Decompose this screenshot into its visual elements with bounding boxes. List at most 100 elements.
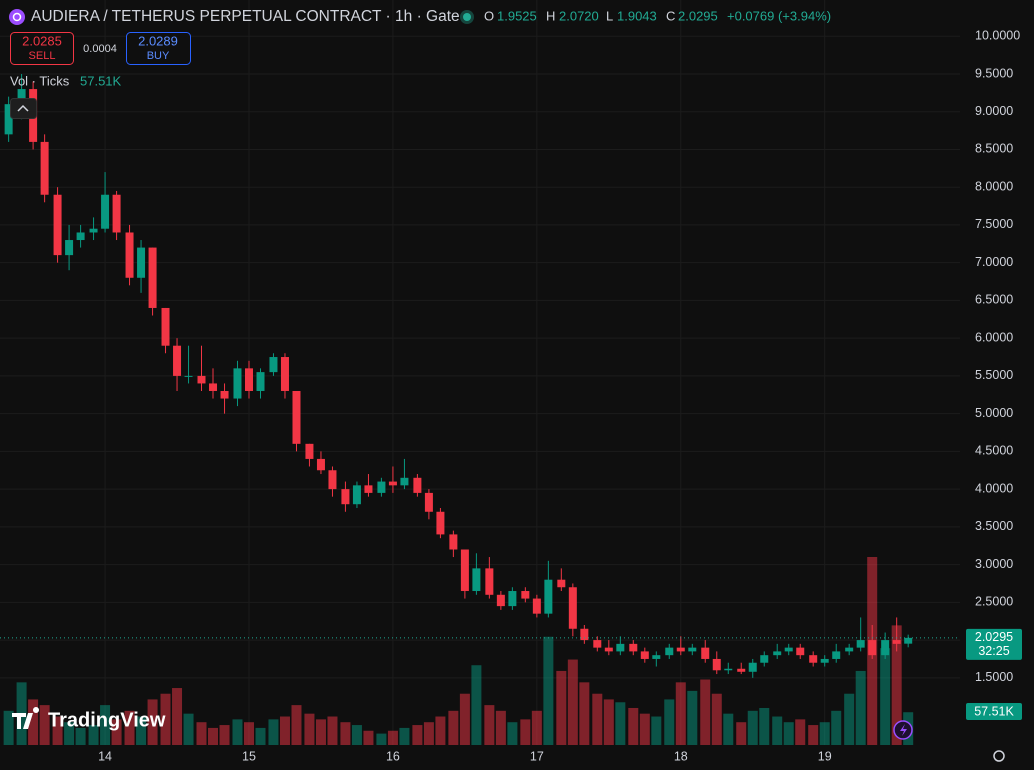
candle-body xyxy=(737,668,746,672)
candle-body xyxy=(305,443,314,459)
candle-body xyxy=(449,534,458,550)
candle-body xyxy=(760,655,769,663)
candle-body xyxy=(352,485,361,505)
collapse-icon xyxy=(17,104,29,112)
volume-bar xyxy=(279,716,290,745)
y-tick-label: 7.5000 xyxy=(975,217,1013,231)
y-tick-label: 6.0000 xyxy=(975,330,1013,344)
volume-bar xyxy=(819,722,830,745)
volume-bar xyxy=(39,705,50,745)
volume-bar xyxy=(243,722,254,745)
candle-body xyxy=(580,628,589,641)
volume-bar xyxy=(88,725,99,745)
volume-bar xyxy=(700,679,711,745)
volume-bar xyxy=(136,716,147,745)
candle-body xyxy=(652,655,661,659)
ohlc-key: H xyxy=(546,8,555,23)
volume-bar xyxy=(543,636,554,745)
volume-bar xyxy=(52,716,63,745)
candle-body xyxy=(485,568,494,595)
candle-body xyxy=(4,104,13,135)
candle-body xyxy=(184,375,193,377)
candle-body xyxy=(688,647,697,652)
volume-bar xyxy=(880,648,891,745)
candle-body xyxy=(460,549,469,592)
volume-bar xyxy=(615,702,626,745)
y-tick-label: 1.5000 xyxy=(975,670,1013,684)
volume-bar xyxy=(363,730,374,745)
candle-body xyxy=(904,637,913,644)
candle-body xyxy=(544,579,553,614)
y-tick-label: 8.0000 xyxy=(975,179,1013,193)
candle-body xyxy=(701,647,710,659)
volume-legend-label: Vol · Ticks xyxy=(10,73,70,88)
volume-bar xyxy=(304,713,315,745)
volume-bar xyxy=(64,722,75,745)
volume-bar xyxy=(759,707,770,745)
y-tick-label: 9.0000 xyxy=(975,104,1013,118)
x-tick-label: 16 xyxy=(386,749,400,763)
volume-bar xyxy=(435,716,446,745)
volume-bar xyxy=(459,693,470,745)
volume-bar xyxy=(579,682,590,745)
candle-body xyxy=(280,357,289,391)
volume-bar xyxy=(399,727,410,745)
chart-title[interactable]: AUDIERA / TETHERUS PERPETUAL CONTRACT · … xyxy=(31,8,460,25)
volume-bar xyxy=(219,725,230,745)
buy-label: BUY xyxy=(147,50,170,62)
volume-bar xyxy=(567,659,578,745)
candle-body xyxy=(256,372,265,391)
candle-body xyxy=(845,647,854,652)
x-tick-label: 14 xyxy=(98,749,112,763)
volume-bar xyxy=(675,682,686,745)
buy-button[interactable] xyxy=(126,32,191,65)
buy-price: 2.0289 xyxy=(138,33,178,48)
candle-body xyxy=(316,458,325,471)
price-change: +0.0769 (+3.94%) xyxy=(727,8,831,23)
candle-body xyxy=(65,240,74,256)
volume-bar xyxy=(160,693,171,745)
candle-body xyxy=(161,307,170,346)
candle-body xyxy=(436,511,445,535)
volume-bar xyxy=(603,699,614,745)
volume-bar xyxy=(831,710,842,745)
candle-body xyxy=(640,651,649,659)
volume-bar xyxy=(423,722,434,745)
volume-bar xyxy=(520,719,531,745)
ohlc-value: 2.0295 xyxy=(678,8,718,23)
ohlc-value: 2.0720 xyxy=(559,8,599,23)
volume-bar xyxy=(196,722,207,745)
volume-bar xyxy=(172,688,183,745)
candle-body xyxy=(89,228,98,233)
settings-button[interactable] xyxy=(993,750,1005,762)
candle-body xyxy=(197,375,206,384)
volume-bar xyxy=(124,710,135,745)
symbol-icon[interactable] xyxy=(9,9,25,25)
candle-body xyxy=(125,232,134,278)
volume-bar xyxy=(268,719,279,745)
candle-body xyxy=(676,647,685,652)
candle-body xyxy=(521,591,530,599)
spread: 0.0004 xyxy=(83,43,117,55)
candle-body xyxy=(341,489,350,505)
volume-bar xyxy=(183,713,194,745)
x-tick-label: 18 xyxy=(674,749,688,763)
candle-body xyxy=(773,651,782,656)
y-tick-label: 3.5000 xyxy=(975,519,1013,533)
candle-body xyxy=(377,481,386,493)
x-tick-label: 19 xyxy=(818,749,832,763)
candle-body xyxy=(796,647,805,656)
volume-bar xyxy=(772,716,783,745)
candle-body xyxy=(809,655,818,663)
candle-body xyxy=(881,640,890,656)
volume-bar xyxy=(855,670,866,745)
volume-bar xyxy=(808,725,819,745)
candle-body xyxy=(616,643,625,652)
candle-body xyxy=(400,477,409,486)
collapse-button[interactable] xyxy=(10,98,37,119)
y-tick-label: 3.0000 xyxy=(975,557,1013,571)
candle-body xyxy=(496,594,505,607)
sell-button[interactable] xyxy=(10,32,74,65)
last-price-label: 2.0295 xyxy=(975,630,1013,644)
